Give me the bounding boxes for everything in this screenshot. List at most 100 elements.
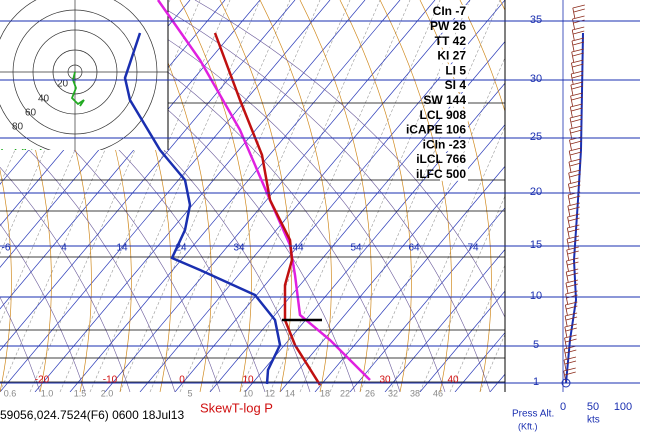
temperature-profile [213, 32, 322, 386]
wind-barb [566, 268, 579, 273]
isotherm [384, 248, 505, 392]
dewpoint-profile [123, 32, 282, 385]
mixing-ratio-label: 2.0 [101, 388, 114, 398]
isotherm [349, 207, 505, 392]
mixing-ratio-line [29, 0, 201, 392]
theta-label: 24 [175, 243, 187, 254]
mixing-ratio-line [119, 0, 291, 392]
wind-barb [572, 52, 584, 57]
ring-label: 40 [38, 94, 50, 105]
wind-barb [569, 162, 582, 167]
altitude-tick-label: 10 [530, 290, 542, 302]
wind-barb [569, 147, 582, 152]
wind-barb [565, 316, 578, 321]
moist-adiabat [0, 81, 221, 392]
index-value: LI 5 [445, 63, 466, 77]
wind-barb [570, 81, 583, 86]
mixing-ratio-label: 1.5 [74, 388, 87, 398]
index-value: SW 144 [423, 93, 466, 107]
wind-barb [567, 250, 579, 255]
wind-barb [568, 206, 580, 211]
wind-barb [572, 74, 584, 79]
wind-barb [566, 283, 579, 288]
isotherm [0, 0, 261, 310]
ring-label: 60 [25, 108, 37, 119]
wind-barb [571, 40, 575, 52]
adiabat [540, 0, 611, 392]
theta-label: 14 [116, 243, 128, 254]
wind-barb [569, 139, 572, 151]
wind-barb [566, 238, 570, 250]
wind-barb [570, 151, 582, 156]
adiabat [620, 0, 650, 392]
wind-barb [569, 117, 573, 129]
theta-label: -6 [2, 243, 11, 254]
wind-barb [565, 290, 578, 295]
theta-label: 34 [233, 243, 245, 254]
mixing-ratio-label: 22 [340, 388, 350, 398]
wind-barb [564, 315, 568, 327]
index-value: SI 4 [445, 78, 467, 92]
wind-barb [566, 249, 570, 261]
mixing-ratio-line [540, 0, 650, 392]
wind-barb [568, 158, 582, 163]
wind-tick-label: 0 [560, 401, 566, 413]
wind-barb [569, 184, 581, 189]
mixing-ratio-line [209, 0, 381, 392]
wind-barb [565, 301, 578, 306]
isotherm [419, 290, 505, 392]
index-value: iCIn -23 [423, 137, 467, 151]
isotherm [560, 0, 650, 392]
altitude-tick-label: 5 [533, 339, 539, 351]
altitude-tick-label: 20 [530, 186, 542, 198]
wind-barb [570, 95, 573, 107]
index-value: iCAPE 106 [406, 123, 466, 137]
wind-barb [572, 26, 585, 31]
wind-barb [573, 8, 585, 13]
wind-barb [571, 96, 583, 101]
wind-barb [568, 150, 572, 162]
wind-barb [572, 15, 585, 20]
mixing-ratio-label: 32 [388, 388, 398, 398]
index-value: TT 42 [435, 34, 467, 48]
wind-barb [564, 360, 577, 365]
index-bg [440, 34, 468, 48]
isotherm [209, 41, 505, 392]
wind-barb [570, 103, 583, 108]
adiabat [379, 0, 452, 392]
wind-barb [567, 216, 570, 228]
isotherm [139, 0, 471, 392]
wind-barb [565, 312, 578, 317]
isotherm [525, 0, 650, 392]
wind-barb [567, 205, 571, 217]
wind-barb [570, 84, 574, 96]
wind-barb [571, 59, 584, 64]
wind-barb [571, 70, 584, 75]
isotherm [34, 0, 366, 392]
wind-barb [570, 129, 582, 134]
wind-barb [569, 125, 582, 130]
isotherm [489, 373, 505, 392]
wind-barb [564, 304, 568, 316]
ring-label: 80 [12, 122, 24, 133]
wind-barb [571, 37, 585, 42]
wind-unit: kts [587, 415, 600, 426]
profiles [123, 0, 371, 386]
wind-barb [573, 30, 585, 35]
theta-label: 4 [61, 243, 67, 254]
adiabat [339, 0, 412, 392]
adiabat [179, 0, 252, 392]
moist-adiabat [0, 223, 86, 392]
index-value: KI 27 [437, 49, 466, 63]
altitude-tick-label: 35 [530, 14, 542, 26]
wind-barb [567, 194, 571, 206]
isotherm [595, 0, 650, 392]
wind-barb [565, 349, 577, 354]
isotherm [0, 0, 296, 351]
wind-barb [567, 202, 580, 207]
wind-barb [566, 235, 580, 240]
wind-barb [569, 195, 581, 200]
wind-barb [563, 367, 576, 372]
temperature-label: 0 [179, 375, 185, 386]
